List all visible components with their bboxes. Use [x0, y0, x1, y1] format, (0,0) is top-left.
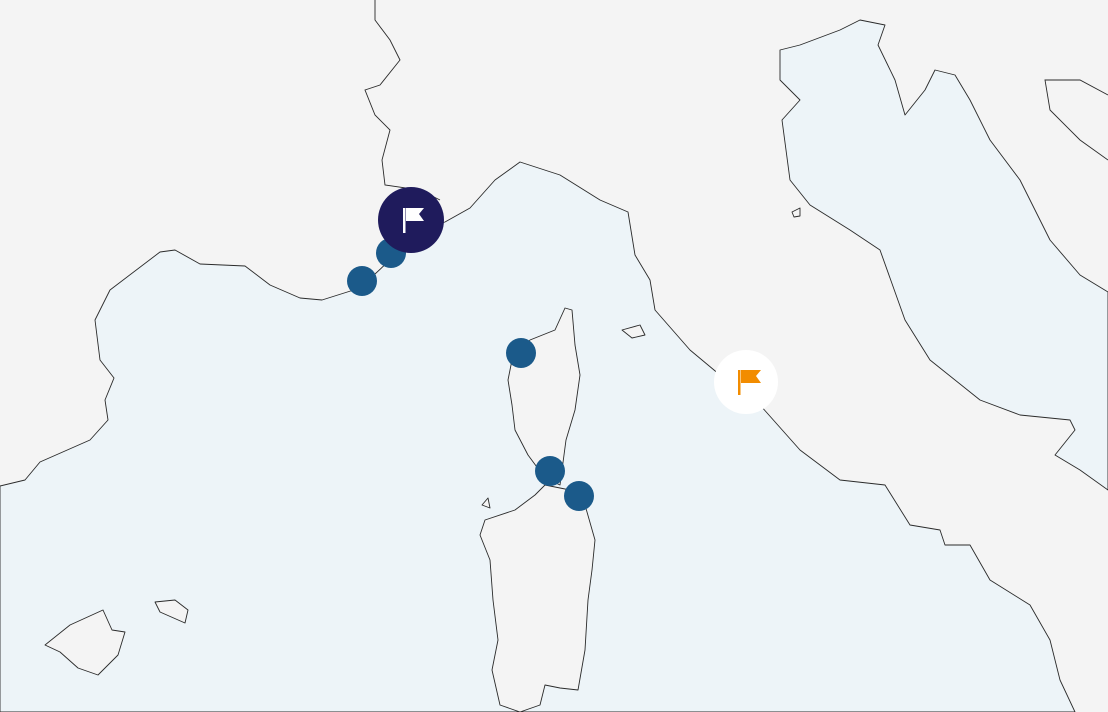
selected-flag-marker[interactable] [378, 187, 444, 253]
small-island [481, 497, 491, 509]
small-island [791, 207, 801, 218]
mallorca [44, 609, 126, 676]
location-marker[interactable] [535, 456, 565, 486]
location-marker[interactable] [347, 266, 377, 296]
menorca [154, 599, 189, 624]
flag-marker[interactable] [714, 350, 778, 414]
elba [621, 324, 646, 339]
border [1044, 79, 1108, 161]
sardinia [479, 484, 596, 712]
flag [741, 370, 761, 383]
adriatic-sea [779, 19, 1108, 491]
location-marker[interactable] [564, 481, 594, 511]
flag-pole [403, 208, 406, 233]
flag [406, 208, 424, 221]
location-marker[interactable] [506, 338, 536, 368]
border [364, 0, 441, 201]
flag-pole [738, 370, 741, 395]
